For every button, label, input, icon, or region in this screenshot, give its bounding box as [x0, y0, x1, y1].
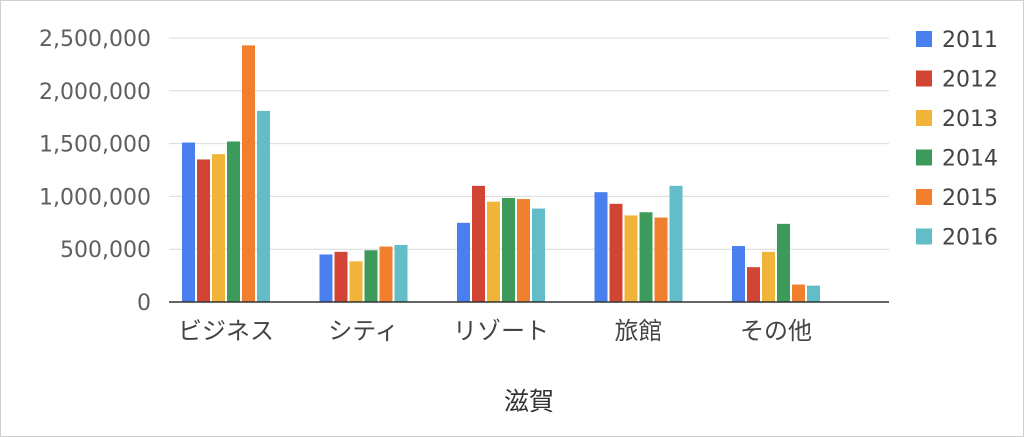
bar-2014-0 [227, 141, 240, 302]
x-category-label: シティ [328, 317, 399, 345]
x-category-label: リゾート [453, 317, 549, 345]
bar-2012-2 [472, 185, 485, 302]
bar-2016-3 [669, 185, 683, 302]
legend: 2011 2012 2013 2014 2015 2016 [916, 28, 998, 251]
legend-swatch-2016 [916, 228, 932, 245]
legend-swatch-2014 [916, 149, 932, 166]
bar-2015-3 [654, 217, 668, 302]
bar-2011-1 [319, 254, 333, 302]
bar-2011-2 [457, 222, 470, 302]
x-axis-categories: ビジネス シティ リゾート 旅館 その他 [178, 317, 812, 345]
legend-swatch-2011 [916, 31, 932, 47]
bar-2014-4 [777, 223, 790, 302]
bar-2012-0 [197, 159, 210, 302]
x-category-label: 旅館 [615, 317, 663, 345]
bar-2012-4 [747, 267, 760, 302]
legend-label: 2011 [942, 28, 998, 53]
bar-2014-1 [364, 250, 378, 302]
legend-swatch-2013 [916, 110, 932, 126]
bar-2013-3 [624, 215, 638, 302]
bar-2013-1 [349, 261, 363, 302]
bar-2012-1 [334, 251, 348, 302]
y-tick-label: 500,000 [60, 238, 151, 263]
y-axis-ticks: 0 500,000 1,000,000 1,500,000 2,000,000 2,500… [39, 27, 151, 316]
bar-2016-0 [257, 110, 270, 302]
legend-label: 2013 [942, 107, 998, 132]
bar-2015-4 [792, 284, 805, 302]
bar-2014-3 [639, 212, 653, 302]
bar-2013-4 [762, 251, 775, 302]
y-tick-label: 1,000,000 [39, 185, 151, 210]
bar-2015-2 [517, 199, 530, 302]
gridlines [169, 37, 889, 250]
bar-2016-2 [532, 208, 545, 302]
x-category-label: その他 [740, 317, 812, 345]
y-tick-label: 0 [137, 291, 151, 316]
legend-swatch-2015 [916, 189, 932, 205]
bar-2011-3 [594, 192, 608, 302]
bars [182, 45, 820, 302]
bar-2013-0 [212, 154, 225, 302]
bar-2011-0 [182, 142, 195, 302]
legend-label: 2014 [942, 147, 998, 172]
bar-2012-3 [609, 203, 623, 302]
bar-2013-2 [487, 201, 500, 302]
y-tick-label: 2,500,000 [39, 27, 151, 52]
legend-label: 2016 [942, 226, 998, 251]
legend-label: 2015 [942, 186, 998, 211]
bar-2016-4 [807, 285, 820, 302]
bar-2014-2 [502, 197, 515, 302]
y-tick-label: 1,500,000 [39, 133, 151, 158]
bar-2011-4 [732, 246, 745, 302]
bar-2015-0 [242, 45, 255, 302]
legend-swatch-2012 [916, 70, 932, 87]
bar-2015-1 [379, 246, 393, 302]
bar-2016-1 [394, 244, 408, 302]
y-tick-label: 2,000,000 [39, 80, 151, 105]
legend-label: 2012 [942, 68, 998, 93]
x-category-label: ビジネス [178, 317, 274, 345]
x-axis-title: 滋賀 [504, 387, 554, 416]
